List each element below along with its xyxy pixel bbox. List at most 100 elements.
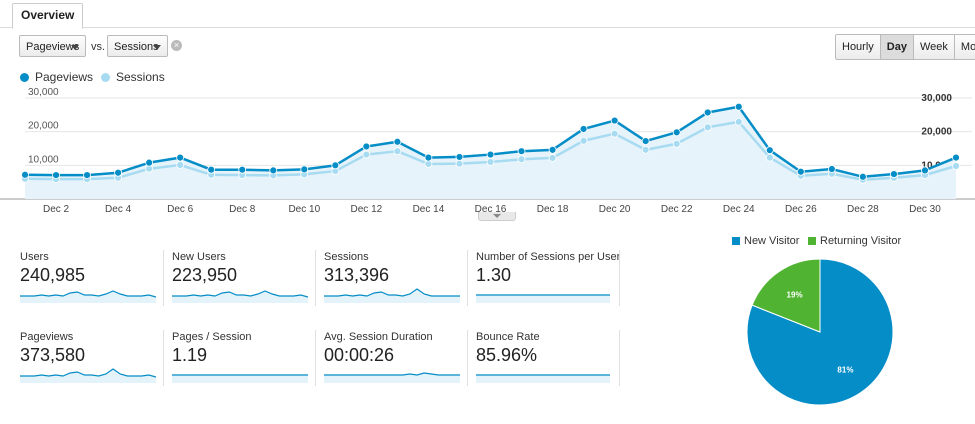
pageviews-point[interactable]: [827, 165, 836, 173]
sessions-point[interactable]: [703, 123, 712, 132]
pageviews-point[interactable]: [207, 165, 216, 174]
pageviews-point[interactable]: [952, 153, 960, 162]
metric-value: 240,985: [20, 265, 86, 285]
x-tick-label: Dec 18: [537, 204, 569, 215]
metric-value: 00:00:26: [324, 345, 395, 365]
sparkline-area: [172, 291, 308, 303]
metric-value: 1.30: [476, 265, 512, 285]
sessions-point[interactable]: [486, 158, 495, 166]
sessions-point[interactable]: [424, 160, 433, 168]
clear-comparison-icon[interactable]: ×: [171, 40, 182, 51]
sessions-point[interactable]: [362, 150, 371, 159]
chevron-down-icon: [153, 45, 161, 50]
pageviews-point[interactable]: [859, 172, 867, 181]
tile-divider: [467, 250, 468, 306]
pageviews-point[interactable]: [176, 153, 185, 162]
pageviews-point[interactable]: [331, 161, 340, 170]
pageviews-point[interactable]: [579, 125, 588, 133]
returning-visitor-square-icon: [808, 237, 816, 245]
pageviews-sessions-line-chart: 10,00010,00020,00020,00030,00030,000Dec …: [0, 88, 975, 215]
pageviews-point[interactable]: [362, 142, 371, 151]
metric-tile[interactable]: Pages / Session 1.19: [172, 331, 310, 385]
pageviews-point[interactable]: [672, 128, 681, 137]
sessions-point[interactable]: [610, 129, 619, 138]
y-tick-label-left: 10,000: [28, 154, 59, 165]
pie-legend-new-visitor[interactable]: New Visitor: [732, 235, 799, 247]
secondary-metric-select[interactable]: Sessions: [107, 35, 168, 57]
granularity-day-button[interactable]: Day: [879, 35, 913, 59]
pageviews-point[interactable]: [641, 137, 650, 145]
granularity-week-button[interactable]: Week: [912, 35, 954, 59]
pageviews-point[interactable]: [455, 153, 464, 161]
metric-sparkline: [476, 294, 610, 303]
metric-value: 1.19: [172, 345, 208, 365]
pageviews-point[interactable]: [21, 170, 29, 179]
metric-tile[interactable]: Bounce Rate 85.96%: [476, 331, 614, 385]
pageviews-point[interactable]: [548, 145, 557, 154]
metric-tile[interactable]: Users 240,985: [20, 251, 158, 305]
pageviews-point[interactable]: [796, 167, 805, 176]
pageviews-point[interactable]: [486, 150, 495, 159]
returning-visitor-slice[interactable]: [751, 258, 821, 333]
tab-bar: Overview: [0, 0, 975, 29]
sessions-point[interactable]: [517, 155, 526, 164]
granularity-hourly-button[interactable]: Hourly: [836, 35, 880, 59]
y-tick-label-left: 30,000: [28, 88, 59, 98]
tile-divider: [467, 330, 468, 386]
primary-metric-value: Pageviews: [26, 41, 80, 53]
sparkline-area: [20, 369, 156, 383]
tile-divider: [315, 330, 316, 386]
pie-legend-returning-visitor[interactable]: Returning Visitor: [808, 235, 901, 247]
metric-tile[interactable]: New Users 223,950: [172, 251, 310, 305]
metric-tile[interactable]: Avg. Session Duration 00:00:26: [324, 331, 462, 385]
sparkline-area: [172, 375, 308, 383]
legend-sessions[interactable]: Sessions: [101, 70, 165, 84]
sessions-point[interactable]: [455, 159, 464, 168]
sessions-point[interactable]: [641, 145, 650, 154]
pageviews-point[interactable]: [393, 137, 402, 146]
pageviews-point[interactable]: [765, 146, 774, 155]
pageviews-point[interactable]: [703, 108, 712, 117]
sessions-point[interactable]: [672, 139, 681, 148]
metric-tile[interactable]: Number of Sessions per User 1.30: [476, 251, 620, 305]
tile-divider: [315, 250, 316, 306]
primary-metric-select[interactable]: Pageviews: [19, 35, 86, 57]
pageviews-point[interactable]: [269, 166, 278, 175]
legend-pageviews-label: Pageviews: [35, 70, 94, 84]
metric-label: New Users: [172, 251, 226, 263]
sessions-point[interactable]: [734, 118, 743, 126]
pageviews-point[interactable]: [890, 170, 898, 178]
pageviews-point[interactable]: [921, 166, 929, 175]
sessions-point[interactable]: [548, 154, 557, 162]
tile-divider: [619, 250, 620, 306]
granularity-month-button[interactable]: Month: [953, 35, 975, 59]
sessions-point[interactable]: [579, 136, 588, 145]
metric-value: 373,580: [20, 345, 86, 365]
pageviews-point[interactable]: [300, 165, 309, 174]
metric-tile[interactable]: Pageviews 373,580: [20, 331, 158, 385]
collapse-chart-handle[interactable]: [478, 212, 516, 221]
x-tick-label: Dec 22: [661, 204, 693, 215]
pageviews-point[interactable]: [83, 171, 91, 179]
sparkline-area: [476, 375, 610, 383]
pageviews-point[interactable]: [114, 168, 122, 177]
pageviews-point[interactable]: [610, 116, 619, 125]
sessions-point[interactable]: [765, 153, 774, 162]
pageviews-point[interactable]: [238, 165, 247, 174]
tab-overview[interactable]: Overview: [12, 3, 84, 29]
pageviews-point[interactable]: [734, 102, 743, 111]
new-visitor-slice[interactable]: [746, 258, 894, 406]
metric-sparkline: [172, 374, 308, 383]
x-tick-label: Dec 28: [847, 204, 879, 215]
metric-tile[interactable]: Sessions 313,396: [324, 251, 462, 305]
sessions-point[interactable]: [176, 161, 185, 169]
pageviews-point[interactable]: [424, 153, 433, 162]
x-tick-label: Dec 12: [351, 204, 383, 215]
sessions-point[interactable]: [952, 162, 960, 170]
sessions-point[interactable]: [393, 147, 402, 156]
pageviews-point[interactable]: [145, 158, 154, 167]
pageviews-point[interactable]: [52, 171, 60, 179]
legend-pageviews[interactable]: Pageviews: [20, 70, 93, 84]
pageviews-point[interactable]: [517, 147, 526, 156]
sparkline-line: [20, 290, 156, 298]
